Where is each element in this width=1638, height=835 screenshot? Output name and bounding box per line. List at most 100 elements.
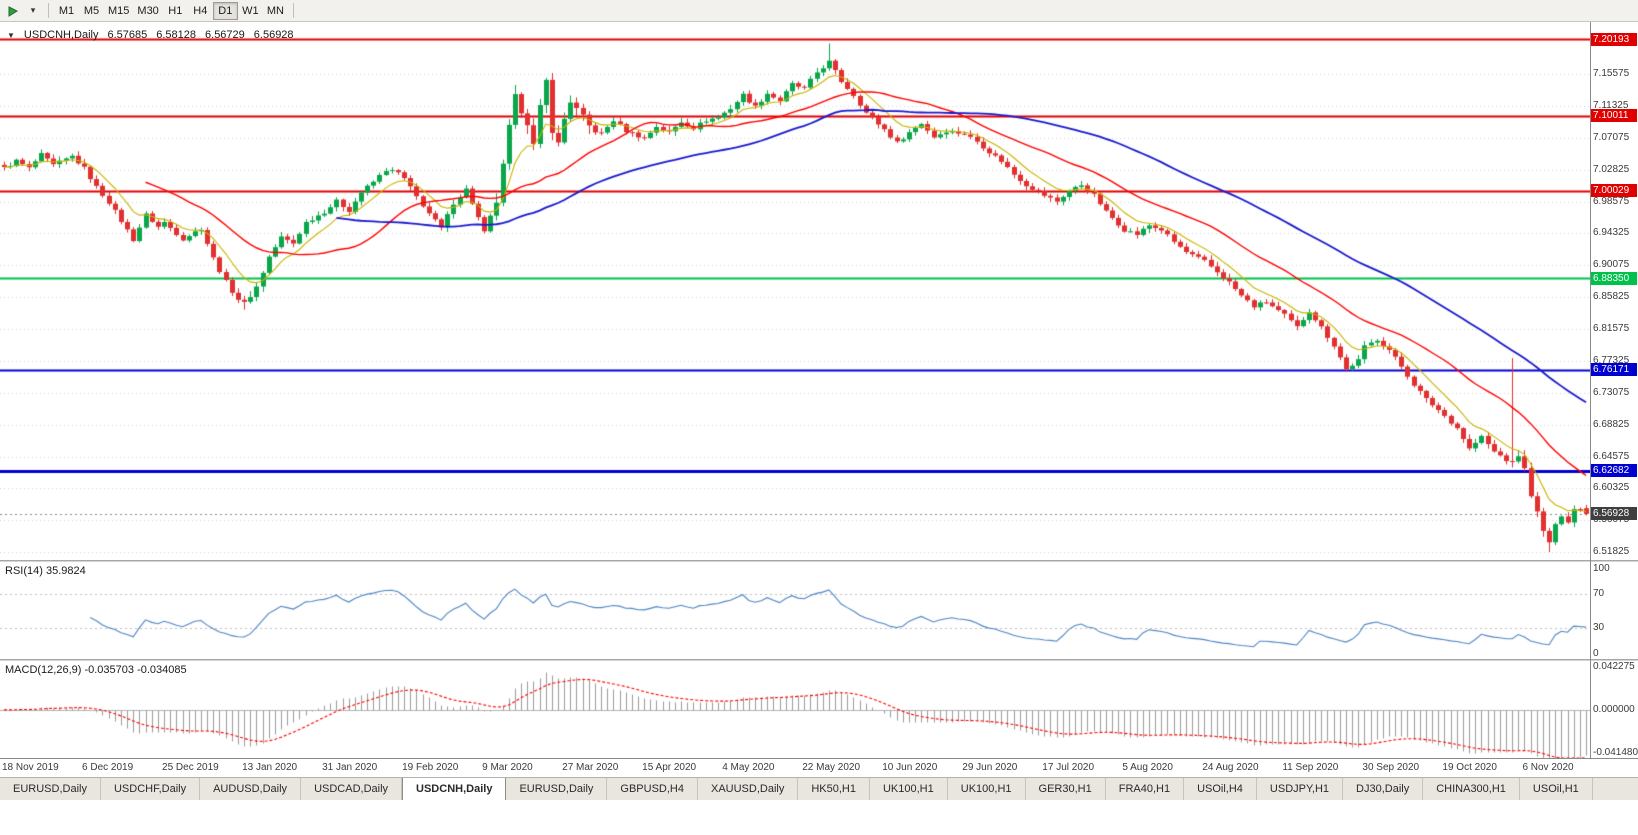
chart-symbol-period: USDCNH,Daily: [23, 29, 99, 41]
timeframe-m30-button[interactable]: M30: [133, 2, 162, 20]
timeframe-m5-button[interactable]: M5: [79, 2, 104, 20]
chart-area: ▼ USDCNH,Daily 6.57685 6.58128 6.56729 6…: [0, 22, 1638, 777]
chart-tab-dj30-daily[interactable]: DJ30,Daily: [1343, 778, 1424, 800]
chart-tab-ger30-h1[interactable]: GER30,H1: [1025, 778, 1106, 800]
chart-tab-hk50-h1[interactable]: HK50,H1: [798, 778, 870, 800]
chart-tab-usdjpy-h1[interactable]: USDJPY,H1: [1256, 778, 1344, 800]
date-axis-label: 9 Mar 2020: [482, 762, 533, 773]
chart-tab-eurusd-daily[interactable]: EURUSD,Daily: [0, 778, 101, 800]
price-axis[interactable]: 7.15575 7.11325 7.07075 7.02825 6.98575 6.943…: [1590, 22, 1638, 560]
chart-title: ▼ USDCNH,Daily 6.57685 6.58128 6.56729 6…: [7, 29, 294, 41]
timeframe-w1-button[interactable]: W1: [238, 2, 263, 20]
ohlc-high: 6.58128: [156, 29, 197, 41]
rsi-axis-label: 0: [1593, 647, 1599, 659]
toolbar-arrow-icon[interactable]: [3, 2, 23, 20]
green-arrow-icon: [8, 5, 19, 17]
date-axis-label: 15 Apr 2020: [642, 762, 697, 773]
rsi-indicator-canvas[interactable]: [0, 562, 1590, 659]
date-axis-label: 19 Feb 2020: [402, 762, 459, 773]
date-axis-label: 18 Nov 2019: [2, 762, 59, 773]
date-axis-label: 6 Dec 2019: [82, 762, 134, 773]
date-axis-label: 27 Mar 2020: [562, 762, 619, 773]
chart-tab-xauusd-daily[interactable]: XAUUSD,Daily: [697, 778, 799, 800]
macd-axis-label: 0.000000: [1593, 704, 1635, 716]
date-axis-label: 22 May 2020: [802, 762, 861, 773]
chart-tab-eurusd-daily[interactable]: EURUSD,Daily: [506, 778, 608, 800]
macd-axis-label: 0.042275: [1593, 661, 1635, 673]
toolbar-separator: [48, 3, 49, 18]
chart-tab-usdcad-daily[interactable]: USDCAD,Daily: [301, 778, 403, 800]
toolbar-separator: [292, 3, 294, 18]
chart-tab-usdchf-daily[interactable]: USDCHF,Daily: [100, 778, 201, 800]
pane-separator[interactable]: [0, 560, 1638, 562]
date-axis-label: 13 Jan 2020: [242, 762, 298, 773]
price-axis-label: 7.15575: [1593, 68, 1630, 79]
price-axis-label: 6.81575: [1593, 323, 1630, 335]
price-chart-canvas[interactable]: [0, 22, 1590, 560]
chart-tab-china300-h1[interactable]: CHINA300,H1: [1423, 778, 1520, 800]
price-axis-label: 6.73075: [1593, 386, 1630, 398]
timeframe-h4-button[interactable]: H4: [188, 2, 213, 20]
timeframe-mn-button[interactable]: MN: [263, 2, 288, 20]
macd-axis[interactable]: 0.042275 0.000000 -0.041480: [1590, 661, 1638, 758]
price-axis-label: 6.85825: [1593, 291, 1630, 303]
date-axis-label: 30 Sep 2020: [1362, 762, 1420, 773]
chart-tab-fra40-h1[interactable]: FRA40,H1: [1105, 778, 1185, 800]
hline-price-tag: 6.88350: [1591, 271, 1637, 285]
timeframe-m15-button[interactable]: M15: [104, 2, 133, 20]
macd-axis-label: -0.041480: [1593, 746, 1638, 758]
date-axis-label: 10 Jun 2020: [882, 762, 938, 773]
date-axis-label: 11 Sep 2020: [1282, 762, 1339, 773]
price-axis-label: 6.77325: [1593, 354, 1630, 366]
date-axis-label: 5 Aug 2020: [1122, 762, 1173, 773]
current-price-tag: 6.56928: [1591, 507, 1637, 521]
timeframe-button-group: M1 M5 M15 M30 H1 H4 D1 W1 MN: [54, 1, 288, 20]
rsi-label: RSI(14) 35.9824: [5, 565, 86, 577]
chart-tab-uk100-h1[interactable]: UK100,H1: [869, 778, 948, 800]
date-axis-label: 4 May 2020: [722, 762, 775, 773]
price-axis-label: 6.90075: [1593, 259, 1630, 271]
chart-tabs-bar: EURUSD,Daily USDCHF,Daily AUDUSD,Daily USDC…: [0, 777, 1638, 800]
rsi-axis[interactable]: 100 70 30 0: [1590, 562, 1638, 659]
price-axis-label: 6.68825: [1593, 418, 1630, 430]
chevron-down-icon[interactable]: ▾: [23, 2, 43, 20]
hline-price-tag: 7.20193: [1591, 32, 1637, 46]
price-axis-label: 6.64575: [1593, 450, 1630, 462]
chart-tab-uk100-h1[interactable]: UK100,H1: [947, 778, 1026, 800]
chart-menu-icon: ▼: [7, 30, 15, 40]
macd-label: MACD(12,26,9) -0.035703 -0.034085: [5, 664, 187, 676]
chart-tab-usoil-h1[interactable]: USOil,H1: [1519, 778, 1593, 800]
pane-separator[interactable]: [0, 659, 1638, 661]
time-axis[interactable]: 18 Nov 2019 6 Dec 2019 25 Dec 2019 13 Jan 2…: [0, 758, 1638, 777]
price-axis-label: 6.94325: [1593, 227, 1630, 239]
chart-tab-gbpusd-h4[interactable]: GBPUSD,H4: [607, 778, 698, 800]
price-axis-label: 6.98575: [1593, 195, 1630, 207]
axis-divider: [1590, 22, 1591, 758]
ohlc-open: 6.57685: [107, 29, 148, 41]
rsi-axis-label: 70: [1593, 588, 1605, 599]
date-axis-label: 31 Jan 2020: [322, 762, 378, 773]
hline-price-tag: 7.10011: [1591, 109, 1637, 123]
timeframe-d1-button[interactable]: D1: [212, 1, 238, 20]
price-axis-label: 6.60325: [1593, 482, 1630, 494]
timeframe-h1-button[interactable]: H1: [163, 2, 188, 20]
hline-price-tag: 7.00029: [1591, 184, 1637, 198]
date-axis-label: 24 Aug 2020: [1202, 762, 1259, 773]
date-axis-label: 29 Jun 2020: [962, 762, 1018, 773]
date-axis-label: 25 Dec 2019: [162, 762, 219, 773]
timeframe-m1-button[interactable]: M1: [54, 2, 79, 20]
chart-tab-usdcnh-daily[interactable]: USDCNH,Daily: [402, 778, 507, 800]
price-axis-label: 7.07075: [1593, 131, 1630, 143]
price-axis-label: 7.11325: [1593, 99, 1629, 111]
macd-indicator-canvas[interactable]: [0, 661, 1590, 758]
hline-price-tag: 6.62682: [1591, 464, 1637, 478]
chart-tab-usoil-h4[interactable]: USOil,H4: [1184, 778, 1257, 800]
chart-tab-audusd-daily[interactable]: AUDUSD,Daily: [200, 778, 302, 800]
date-axis-label: 19 Oct 2020: [1442, 762, 1497, 773]
ohlc-close: 6.56928: [253, 29, 294, 41]
rsi-axis-label: 30: [1593, 622, 1605, 633]
hline-price-tag: 6.76171: [1591, 363, 1637, 377]
ohlc-low: 6.56729: [205, 29, 245, 41]
rsi-axis-label: 100: [1593, 562, 1610, 574]
toolbar: ▾ M1 M5 M15 M30 H1 H4 D1 W1 MN: [0, 0, 1638, 22]
